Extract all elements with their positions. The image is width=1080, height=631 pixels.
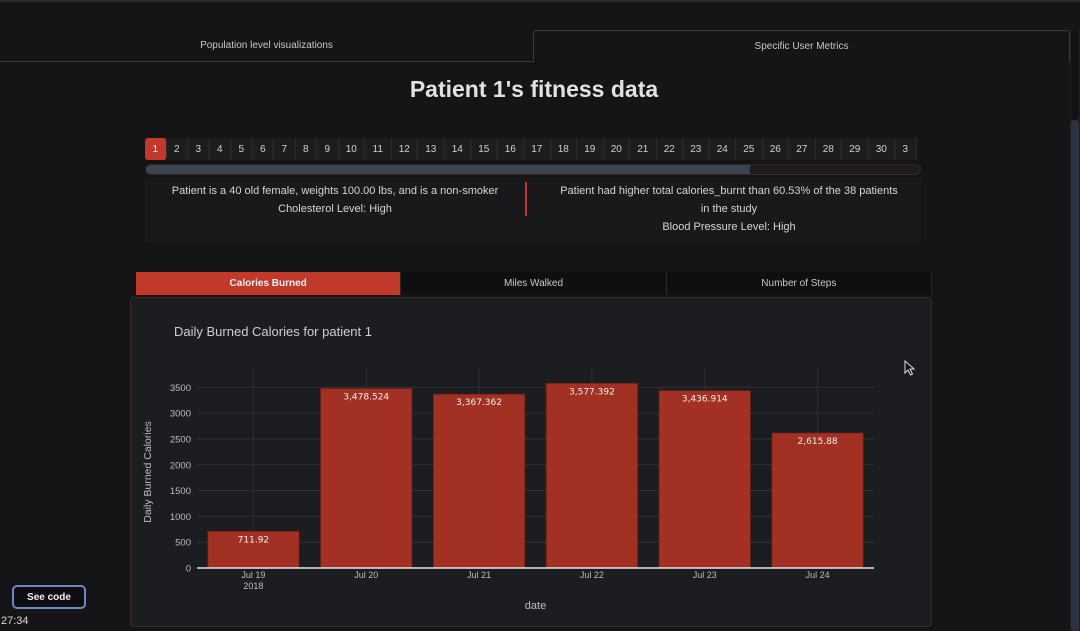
x-tick-sublabel: 2018: [243, 581, 263, 591]
tab-calories-burned[interactable]: Calories Burned: [136, 272, 402, 295]
page-button[interactable]: 14: [444, 138, 471, 160]
page-button[interactable]: 24: [709, 138, 736, 160]
x-tick-label: Jul 22: [580, 570, 604, 580]
x-tick-label: Jul 19: [241, 570, 265, 580]
info-divider: [525, 182, 527, 216]
bar-value-label: 3,367.362: [456, 398, 502, 408]
page-button[interactable]: 26: [762, 138, 789, 160]
bar-value-label: 3,436.914: [682, 395, 728, 405]
patient-slider[interactable]: [145, 164, 921, 175]
page-button[interactable]: 21: [630, 138, 657, 160]
page-button[interactable]: 3: [188, 138, 210, 160]
tab-specific-user-metrics[interactable]: Specific User Metrics: [533, 30, 1070, 62]
page-button[interactable]: 17: [524, 138, 551, 160]
x-tick-label: Jul 23: [693, 570, 717, 580]
timecode: 27:34: [1, 615, 29, 627]
metric-tabs: Calories Burned Miles Walked Number of S…: [136, 272, 932, 295]
page-button[interactable]: 27: [789, 138, 816, 160]
y-tick-label: 1500: [170, 486, 191, 497]
x-tick-label: Jul 21: [467, 570, 491, 580]
page-button[interactable]: 1: [145, 138, 167, 160]
page-button[interactable]: 12: [391, 138, 418, 160]
tab-population-visualizations[interactable]: Population level visualizations: [0, 30, 533, 62]
bar: [545, 382, 639, 569]
page-button[interactable]: 11: [365, 138, 392, 160]
comparison-line-2: in the study: [700, 203, 758, 215]
demographics-line: Patient is a 40 old female, weights 100.…: [171, 185, 499, 197]
patient-pager: 1 2 3 4 5 6 7 8 9 10 11 12 13 14 15 16 17 18 19 20 21 22 23 24 2…: [145, 138, 921, 162]
bar-value-label: 3,478.524: [343, 392, 389, 402]
main-tabs: Population level visualizations Specific…: [0, 30, 1070, 62]
x-tick-label: Jul 20: [354, 570, 378, 580]
bar: [771, 432, 864, 569]
chart-title: Daily Burned Calories for patient 1: [174, 324, 372, 339]
y-tick-label: 2000: [170, 460, 191, 471]
page-title: Patient 1's fitness data: [409, 76, 659, 102]
scrollbar-thumb[interactable]: [1071, 30, 1079, 120]
blood-pressure-line: Blood Pressure Level: High: [662, 221, 796, 233]
page-button[interactable]: 6: [252, 138, 274, 160]
y-tick-label: 1000: [170, 512, 191, 523]
comparison-line-1: Patient had higher total calories_burnt …: [560, 185, 898, 197]
y-axis-label: Daily Burned Calories: [142, 421, 154, 523]
x-tick-label: Jul 24: [806, 570, 830, 580]
bar: [320, 388, 413, 569]
page-button[interactable]: 3: [895, 138, 917, 160]
see-code-button[interactable]: See code: [12, 585, 86, 609]
scrollbar-track[interactable]: [1071, 120, 1079, 631]
page-button[interactable]: 13: [418, 138, 445, 160]
y-tick-label: 2500: [170, 434, 191, 445]
page-button[interactable]: 29: [842, 138, 869, 160]
y-tick-label: 3500: [170, 383, 191, 394]
mouse-cursor-icon: [904, 360, 916, 376]
page-button[interactable]: 19: [577, 138, 604, 160]
page-button[interactable]: 30: [868, 138, 895, 160]
page-button[interactable]: 25: [736, 138, 763, 160]
patient-demographics: Patient is a 40 old female, weights 100.…: [145, 182, 525, 218]
page-button[interactable]: 20: [603, 138, 630, 160]
page-button[interactable]: 5: [231, 138, 253, 160]
slider-fill: [146, 165, 750, 174]
calories-bar-chart: Daily Burned Calories for patient 1 0 500 1…: [142, 324, 874, 612]
window-top-border: [0, 0, 1080, 2]
page-button[interactable]: 18: [550, 138, 577, 160]
cholesterol-line: Cholesterol Level: High: [278, 203, 392, 215]
page-button[interactable]: 22: [656, 138, 683, 160]
y-tick-label: 3000: [170, 409, 191, 420]
tab-number-of-steps[interactable]: Number of Steps: [667, 272, 932, 295]
tab-miles-walked[interactable]: Miles Walked: [401, 272, 667, 295]
page-button[interactable]: 10: [338, 138, 365, 160]
bar: [432, 393, 526, 569]
page-button[interactable]: 8: [295, 138, 317, 160]
x-axis-label: date: [525, 600, 546, 612]
page-button[interactable]: 16: [497, 138, 524, 160]
page-button[interactable]: 2: [166, 138, 188, 160]
vertical-scrollbar[interactable]: [1070, 30, 1080, 631]
page-button[interactable]: 9: [317, 138, 339, 160]
bar-value-label: 3,577.392: [569, 387, 615, 397]
page-button[interactable]: 28: [815, 138, 842, 160]
bar: [207, 530, 300, 569]
chart-card: Daily Burned Calories for patient 1 0 500 1…: [130, 297, 932, 627]
bar-value-label: 2,615.88: [798, 437, 838, 447]
page-button[interactable]: 23: [683, 138, 710, 160]
patient-info-panel: Patient is a 40 old female, weights 100.…: [145, 178, 921, 242]
y-tick-label: 0: [186, 564, 191, 575]
page-button[interactable]: 15: [471, 138, 498, 160]
page-button[interactable]: 4: [209, 138, 231, 160]
patient-comparison: Patient had higher total calories_burnt …: [537, 182, 921, 236]
bar-value-label: 711.92: [238, 535, 270, 545]
y-tick-label: 500: [175, 538, 191, 549]
page-button[interactable]: 7: [274, 138, 296, 160]
bar: [658, 390, 751, 569]
